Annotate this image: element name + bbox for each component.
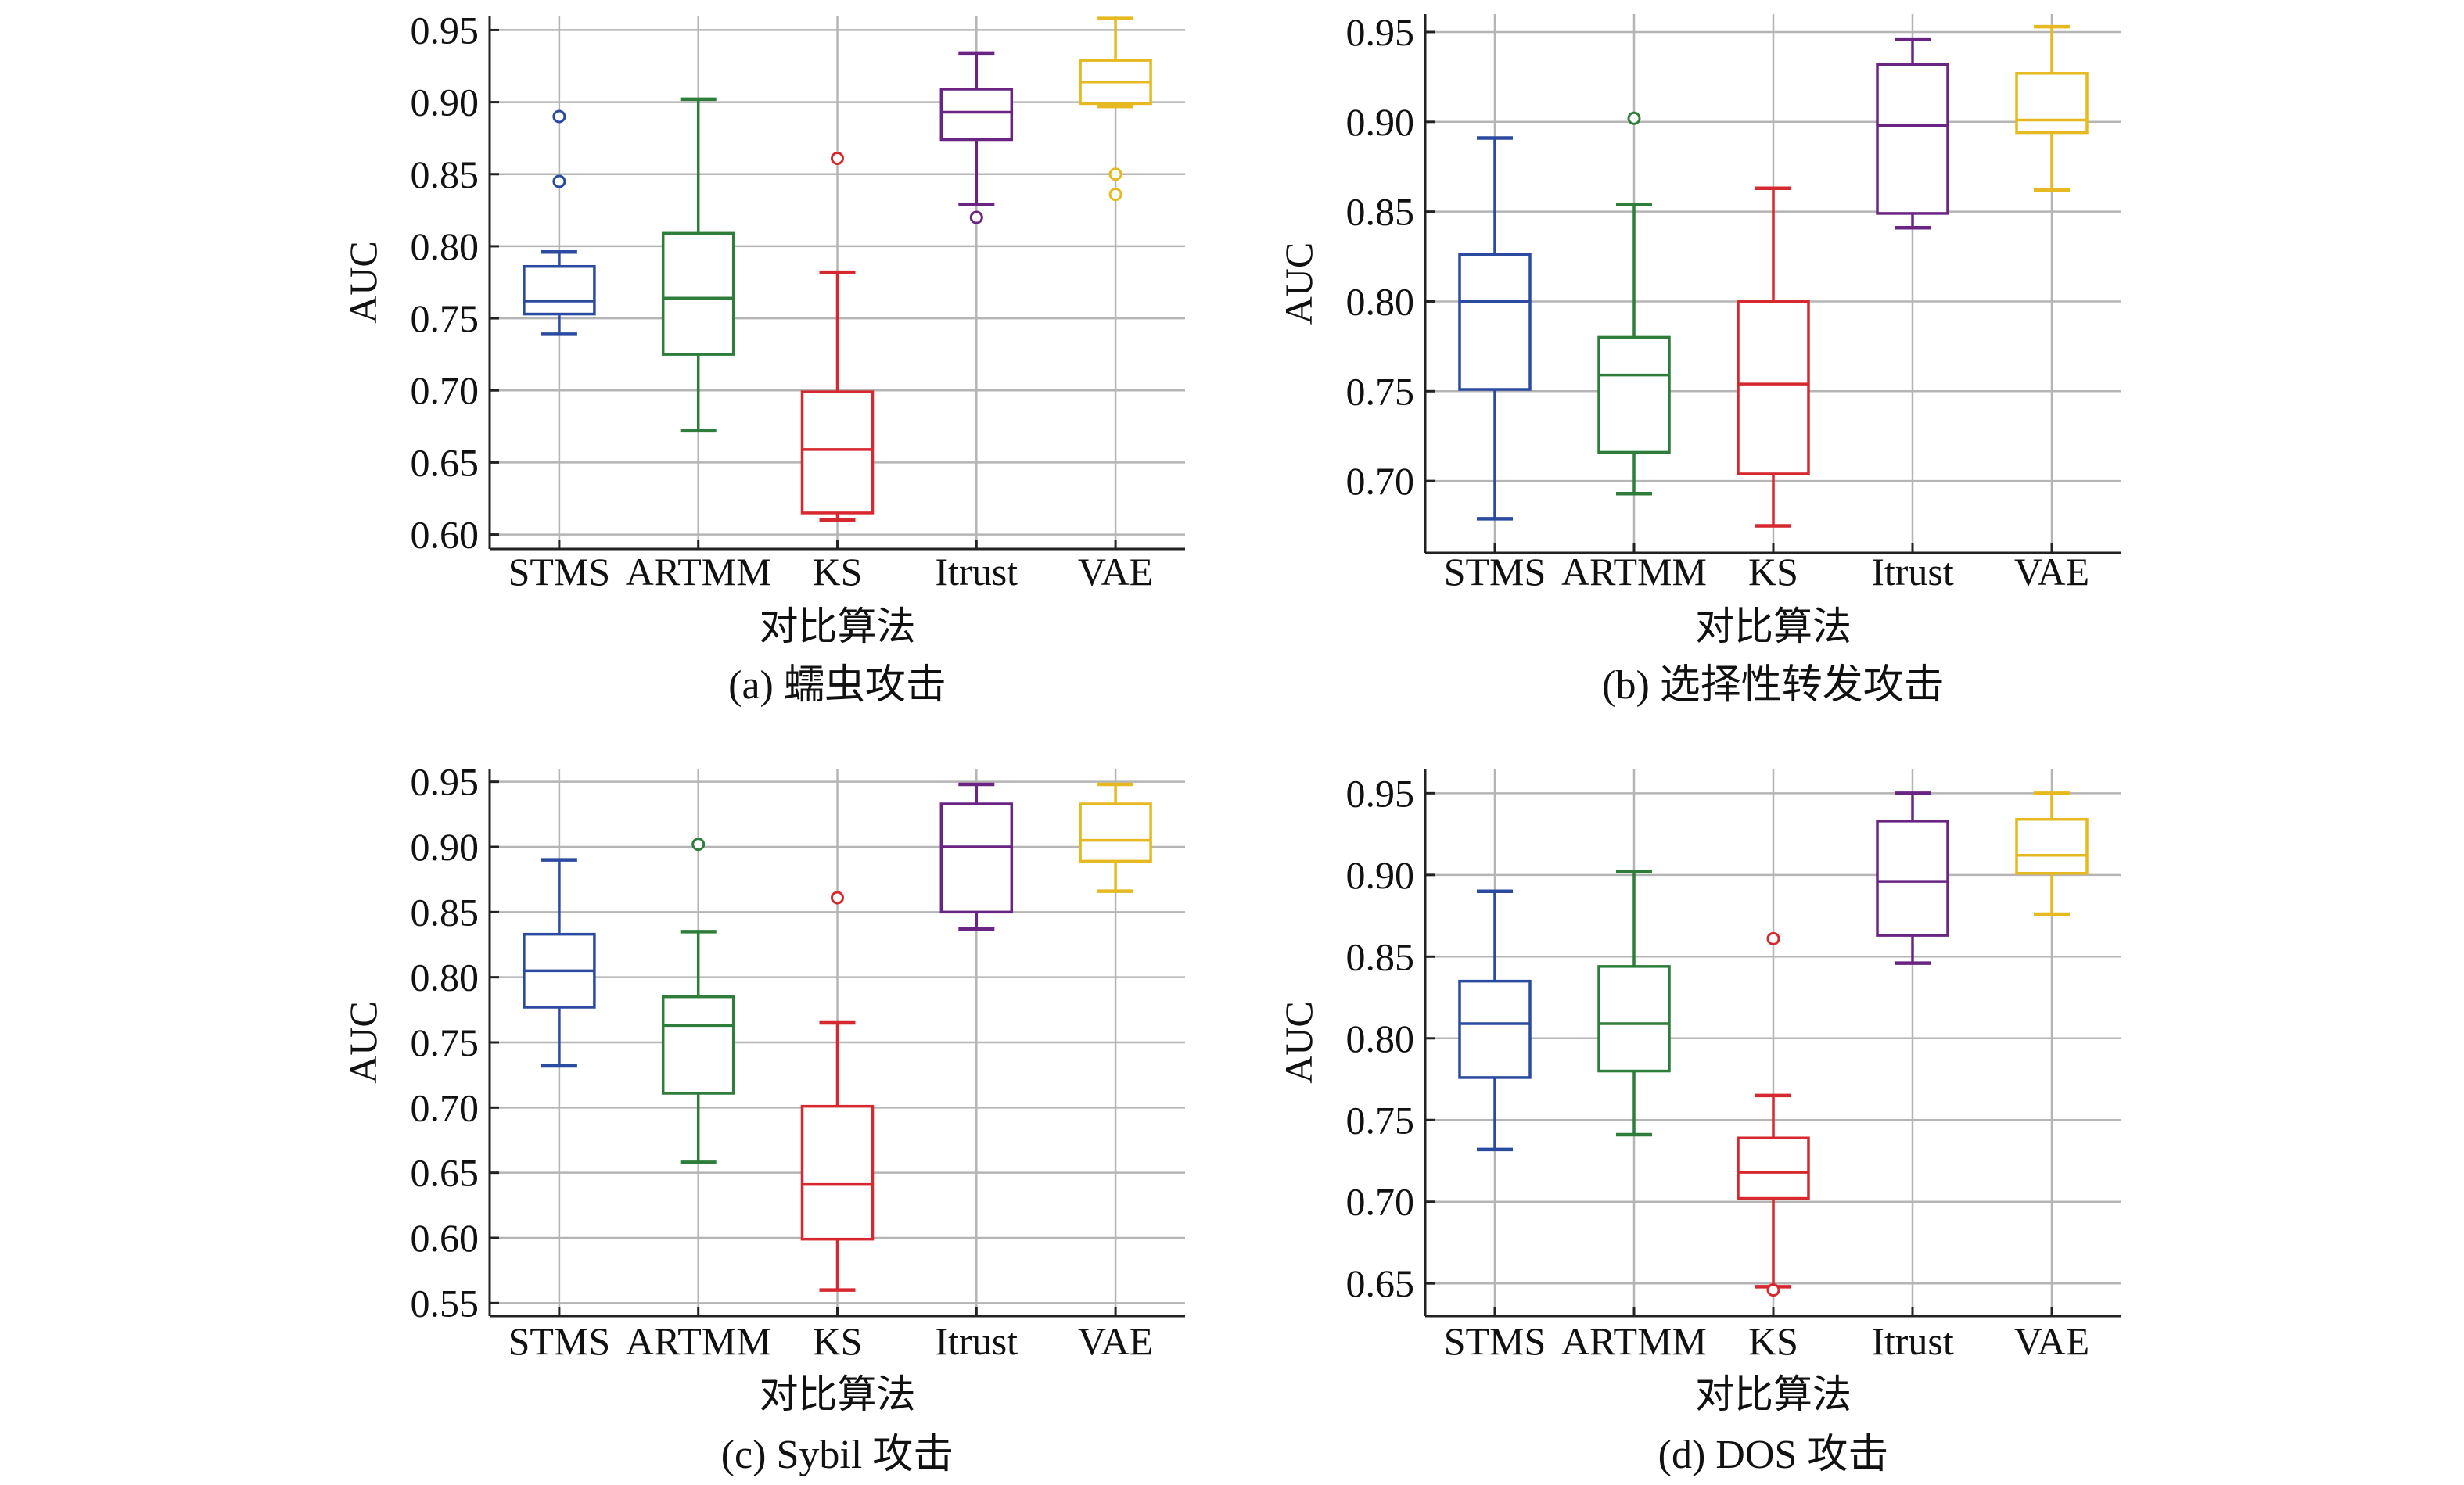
panel-3-xlabel: 对比算法	[760, 1372, 916, 1416]
panel-2-vae-box	[2015, 72, 2089, 135]
panel-2-ytick-label: 0.90	[1346, 100, 1415, 144]
panel-1-ytick-label: 0.85	[411, 152, 480, 196]
panel-4-xtick-label: ARTMM	[1561, 1319, 1707, 1363]
panel-2-artmm-box	[1597, 335, 1671, 454]
panel-2-ytick-label: 0.70	[1346, 459, 1415, 503]
panel-4-ks-outlier	[1766, 1283, 1780, 1297]
panel-2-ks-box	[1737, 300, 1810, 475]
panel-4-ylabel: AUC	[1277, 1001, 1320, 1084]
panel-2-itrust-box	[1876, 63, 1949, 215]
panel-1-ylabel: AUC	[341, 241, 385, 324]
panel-2-xtick-label: ARTMM	[1561, 550, 1707, 594]
panel-4-ks-box	[1737, 1136, 1810, 1200]
panel-3-xtick-label: STMS	[508, 1319, 611, 1363]
panel-3-xtick-label: KS	[813, 1319, 863, 1363]
panel-2-xtick-label: Itrust	[1871, 550, 1954, 594]
panel-1-ks-box	[800, 390, 875, 515]
panel-3-artmm-box	[661, 995, 735, 1095]
panel-1-xtick-label: STMS	[508, 550, 611, 594]
panel-2-xtick-label: STMS	[1444, 550, 1546, 594]
panel-4-ytick-label: 0.65	[1346, 1261, 1415, 1305]
panel-2-ylabel: AUC	[1277, 242, 1320, 325]
panel-3-ytick-label: 0.95	[411, 760, 480, 804]
panel-1-xlabel: 对比算法	[760, 604, 916, 648]
panel-1-ytick-label: 0.90	[411, 81, 480, 124]
panel-4-xlabel: 对比算法	[1695, 1372, 1852, 1416]
panel-2-ytick-label: 0.75	[1346, 369, 1415, 413]
panel-1-ytick-label: 0.80	[411, 224, 480, 268]
panel-3-ytick-label: 0.55	[411, 1281, 480, 1325]
panel-3-ytick-label: 0.90	[411, 825, 480, 869]
panel-4-artmm-box	[1597, 965, 1671, 1073]
panel-3-ks-box	[800, 1104, 875, 1241]
panel-1-vae-outlier	[1108, 188, 1122, 202]
panel-2-ytick-label: 0.85	[1346, 190, 1415, 234]
panel-2-ytick-label: 0.80	[1346, 279, 1415, 323]
panel-2-caption: (b) 选择性转发攻击	[1602, 663, 1945, 708]
panel-2-xtick-label: KS	[1748, 550, 1798, 594]
panel-1-stms-box	[523, 264, 596, 316]
panel-1-ytick-label: 0.60	[411, 513, 480, 557]
panel-4-xtick-label: KS	[1748, 1319, 1798, 1363]
panel-1-ytick-label: 0.65	[411, 440, 480, 484]
panel-1-xtick-label: KS	[813, 550, 863, 594]
panel-2-artmm-outlier	[1627, 111, 1641, 125]
panel-1-xtick-label: VAE	[1078, 550, 1153, 594]
panel-3-ylabel: AUC	[341, 1001, 385, 1084]
panel-1-ytick-label: 0.75	[411, 296, 480, 340]
panel-3-ks-outlier	[831, 891, 844, 905]
panel-1-itrust-outlier	[969, 210, 983, 224]
panel-3-itrust-box	[939, 802, 1014, 914]
panel-1-xtick-label: ARTMM	[626, 550, 771, 594]
panel-3-artmm-outlier	[691, 838, 706, 852]
panel-1-vae-outlier	[1108, 167, 1122, 181]
panel-1-ytick-label: 0.70	[411, 368, 480, 412]
panel-2-stms-box	[1458, 253, 1532, 391]
panel-3-vae-box	[1079, 802, 1152, 863]
panel-4-caption: (d) DOS 攻击	[1658, 1433, 1889, 1477]
panel-4-ytick-label: 0.85	[1346, 934, 1415, 978]
panel-1-ytick-label: 0.95	[411, 8, 480, 52]
panel-4-ytick-label: 0.70	[1346, 1180, 1415, 1224]
panel-2-xlabel: 对比算法	[1695, 604, 1852, 648]
panel-1-itrust-box	[939, 88, 1014, 142]
panel-3-caption: (c) Sybil 攻击	[721, 1433, 954, 1477]
panel-3-ytick-label: 0.70	[411, 1085, 480, 1129]
panel-3-ytick-label: 0.85	[411, 890, 480, 934]
panel-2-ytick-label: 0.95	[1346, 10, 1415, 54]
panel-4-xtick-label: STMS	[1444, 1319, 1546, 1363]
panel-4-ytick-label: 0.75	[1346, 1098, 1415, 1142]
panel-1-stms-outlier	[552, 109, 566, 124]
panel-4-stms-box	[1458, 979, 1532, 1079]
panel-3-xtick-label: ARTMM	[626, 1319, 771, 1363]
panel-3-ytick-label: 0.65	[411, 1151, 480, 1195]
panel-3-xtick-label: Itrust	[936, 1319, 1018, 1363]
panel-3-ytick-label: 0.75	[411, 1020, 480, 1064]
panel-1-xtick-label: Itrust	[936, 550, 1018, 594]
panel-3-xtick-label: VAE	[1078, 1319, 1153, 1363]
panel-4-itrust-box	[1876, 820, 1949, 937]
panel-4-ks-outlier	[1766, 931, 1780, 945]
panel-1-stms-outlier	[552, 174, 566, 188]
panel-1-artmm-box	[661, 231, 735, 356]
panel-4-xtick-label: VAE	[2014, 1319, 2089, 1363]
panel-4-xtick-label: Itrust	[1871, 1319, 1954, 1363]
panel-4-ytick-label: 0.80	[1346, 1017, 1415, 1060]
panel-4-ytick-label: 0.90	[1346, 853, 1415, 897]
panel-4-ytick-label: 0.95	[1346, 771, 1415, 815]
panel-3-ytick-label: 0.60	[411, 1216, 480, 1260]
panel-2-xtick-label: VAE	[2014, 550, 2089, 594]
panel-1-caption: (a) 蠕虫攻击	[728, 663, 946, 708]
panel-3-ytick-label: 0.80	[411, 956, 480, 999]
panel-1-ks-outlier	[831, 151, 844, 165]
panel-4-vae-box	[2015, 818, 2089, 875]
